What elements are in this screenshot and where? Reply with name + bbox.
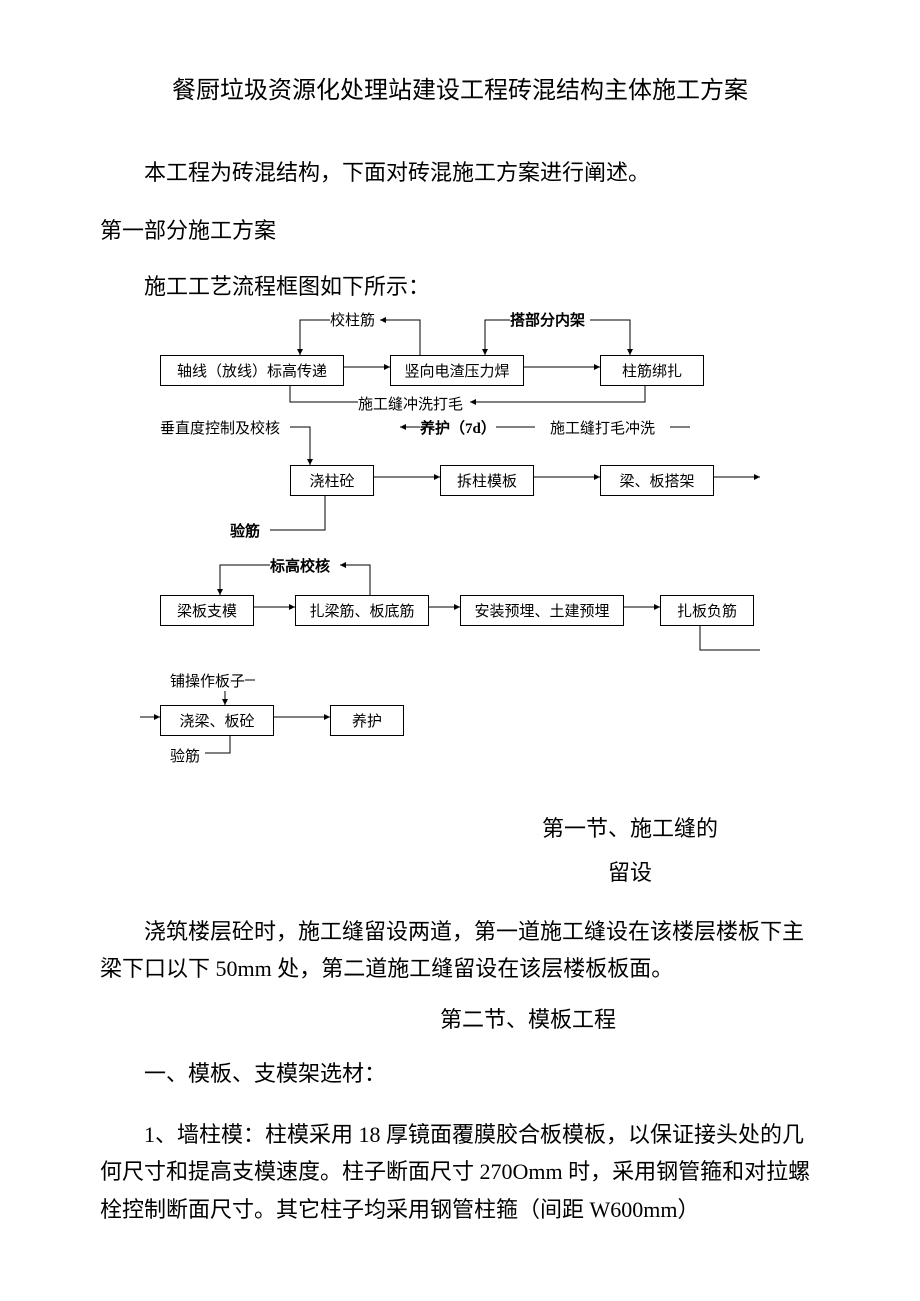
flowchart-node: 梁、板搭架 bbox=[600, 465, 714, 496]
paragraph-2: 1、墙柱模：柱模采用 18 厚镜面覆膜胶合板模板，以保证接头处的几何尺寸和提高支… bbox=[100, 1116, 820, 1228]
flowchart-node: 养护 bbox=[330, 705, 404, 736]
section1-heading-line1: 第一节、施工缝的 bbox=[440, 811, 820, 843]
document-page: 餐厨垃圾资源化处理站建设工程砖混结构主体施工方案 本工程为砖混结构，下面对砖混施… bbox=[0, 0, 920, 1296]
flowchart-node: 扎板负筋 bbox=[660, 595, 754, 626]
flowchart-node: 竖向电渣压力焊 bbox=[390, 355, 524, 386]
section1-heading-line2: 留设 bbox=[440, 855, 820, 887]
intro-paragraph: 本工程为砖混结构，下面对砖混施工方案进行阐述。 bbox=[100, 155, 820, 187]
flowchart-label: 验筋 bbox=[230, 520, 260, 541]
flowchart-node: 浇柱砼 bbox=[290, 465, 374, 496]
flowchart-node: 轴线（放线）标高传递 bbox=[160, 355, 344, 386]
flowchart-label: 施工缝冲洗打毛 bbox=[358, 393, 463, 414]
flowchart-label: 铺操作板子 bbox=[170, 670, 245, 691]
flowchart-node: 扎梁筋、板底筋 bbox=[295, 595, 429, 626]
process-flowchart: 轴线（放线）标高传递 竖向电渣压力焊 柱筋绑扎浇柱砼 拆柱模板 梁、板搭架梁板支模 扎梁筋… bbox=[140, 305, 780, 785]
flowchart-label: 养护（7d） bbox=[420, 417, 496, 438]
document-title: 餐厨垃圾资源化处理站建设工程砖混结构主体施工方案 bbox=[100, 70, 820, 105]
part1-heading: 第一部分施工方案 bbox=[100, 213, 820, 245]
flowchart-label: 搭部分内架 bbox=[510, 309, 585, 330]
section2-heading: 第二节、模板工程 bbox=[440, 1002, 820, 1034]
flowchart-caption: 施工工艺流程框图如下所示： bbox=[100, 269, 820, 301]
flowchart-label: 验筋 bbox=[170, 745, 200, 766]
flowchart-label: 施工缝打毛冲洗 bbox=[550, 417, 655, 438]
flowchart-node: 浇梁、板砼 bbox=[160, 705, 274, 736]
flowchart-node: 安装预埋、土建预埋 bbox=[460, 595, 624, 626]
flowchart-node: 梁板支模 bbox=[160, 595, 254, 626]
sub-heading-1: 一、模板、支模架选材： bbox=[100, 1056, 820, 1088]
flowchart-label: 垂直度控制及校核 bbox=[160, 417, 280, 438]
flowchart-node: 柱筋绑扎 bbox=[600, 355, 704, 386]
flowchart-label: 标高校核 bbox=[270, 555, 330, 576]
paragraph-1: 浇筑楼层砼时，施工缝留设两道，第一道施工缝设在该楼层楼板下主梁下口以下 50mm… bbox=[100, 913, 820, 988]
flowchart-node: 拆柱模板 bbox=[440, 465, 534, 496]
flowchart-label: 校柱筋 bbox=[330, 309, 375, 330]
